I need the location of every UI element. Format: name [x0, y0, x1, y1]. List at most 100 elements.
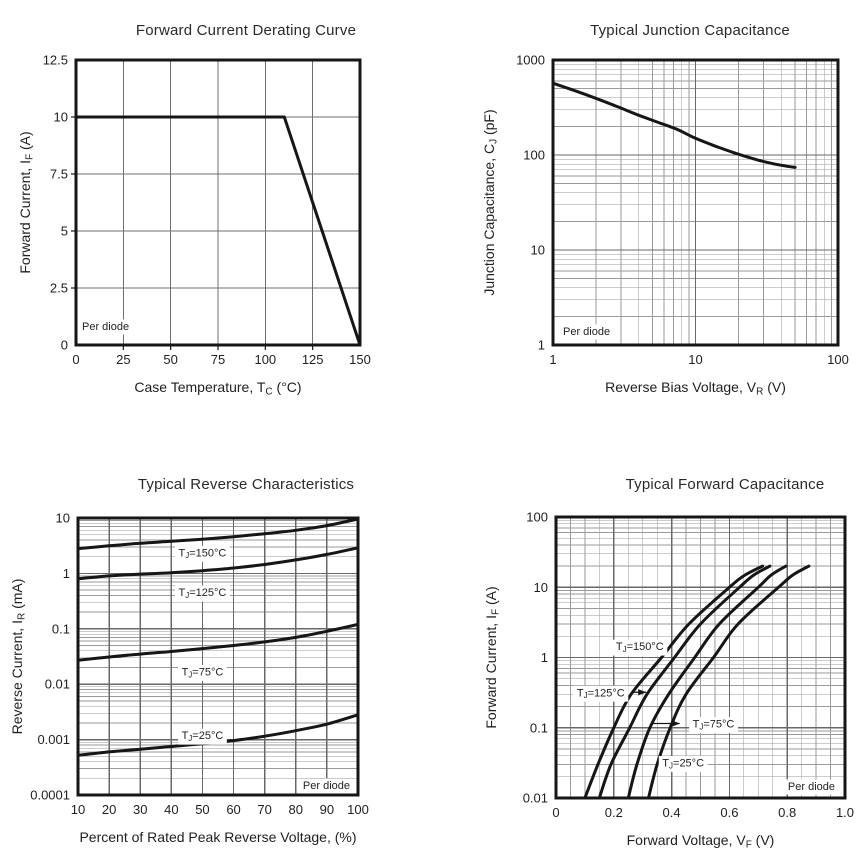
curve-tj-75-c [76, 622, 360, 662]
chart-cell-junction-capacitance: Typical Junction Capacitance Per diode 1 1… [430, 0, 860, 440]
x-tick-label: 75 [211, 352, 225, 367]
plot-border [554, 515, 847, 800]
x-tick-label: 0.2 [605, 805, 623, 820]
annotation-box [175, 585, 230, 602]
major-grid [78, 518, 358, 795]
annotation-box [175, 545, 230, 562]
x-tick-label: 1 [549, 352, 556, 367]
y-tick-label: 10 [534, 580, 548, 595]
x-tick-label: 0.6 [720, 805, 738, 820]
x-tick-label: 0.4 [663, 805, 681, 820]
annotation-label: TJ=125°C [577, 687, 625, 700]
annotations: Per diode [78, 319, 133, 335]
y-axis-title: Forward Current, IF (A) [483, 586, 501, 728]
x-tick-label: 125 [302, 352, 324, 367]
y-tick-label: 1 [538, 338, 545, 353]
x-tick-label: 80 [289, 802, 303, 817]
plot-border [551, 58, 840, 347]
x-tick-label: 50 [163, 352, 177, 367]
y-tick-label: 1000 [516, 53, 545, 68]
y-tick-label: 1 [63, 566, 70, 581]
y-tick-label: 0.001 [37, 732, 70, 747]
y-tick-label: 7.5 [50, 167, 68, 182]
x-tick-label: 10 [688, 352, 702, 367]
annotation-box [299, 778, 354, 794]
curve-if-max-vs-tc [74, 115, 362, 347]
x-tick-label: 40 [164, 802, 178, 817]
x-axis-title: Forward Voltage, VF (V) [627, 832, 775, 850]
y-tick-label: 12.5 [43, 53, 68, 68]
y-tick-label: 0.0001 [30, 788, 70, 803]
tick-labels: 1 10 100 1000 100 10 1 Reverse Bias Voltage, VR… [481, 53, 849, 398]
series-curves [74, 115, 362, 347]
annotation-box [689, 716, 738, 733]
y-tick-label: 10 [531, 243, 545, 258]
chart-title-junction-capacitance: Typical Junction Capacitance [590, 22, 790, 40]
annotation-label: Per diode [303, 780, 350, 792]
x-tick-label: 30 [133, 802, 147, 817]
chart-cell-forward-derating: Forward Current Derating Curve Per diode… [0, 0, 430, 440]
curve-tj-150-c [583, 564, 765, 800]
y-tick-label: 100 [523, 148, 545, 163]
y-tick-label: 1 [541, 650, 548, 665]
x-tick-label: 70 [257, 802, 271, 817]
annotation-box [658, 756, 708, 772]
x-tick-label: 50 [195, 802, 209, 817]
tick-labels: 0 0.2 0.4 0.6 0.8 1.0 100 10 1 0.1 0.01 Forward Vol… [483, 510, 854, 851]
x-tick-label: 10 [71, 802, 85, 817]
curve-tj-75-c [626, 564, 788, 800]
chart-cell-reverse-characteristics: Typical Reverse Characteristics TJ=150°C… [0, 440, 430, 863]
annotation-label: TJ=75°C [182, 666, 224, 679]
tick-labels: 10 20 30 40 50 60 70 80 90 100 10 1 0.1 0.01 0.001 0.00… [9, 511, 369, 846]
annotations: Per diode [559, 324, 614, 340]
series-curves [551, 81, 797, 169]
x-tick-label: 100 [347, 802, 369, 817]
arrowhead [638, 689, 647, 696]
x-tick-label: 25 [116, 352, 130, 367]
y-axis-title: Reverse Current, IR (mA) [9, 579, 27, 735]
chart-title-forward-derating: Forward Current Derating Curve [135, 22, 357, 40]
y-axis-title: Forward Current, IF (A) [17, 131, 35, 273]
annotation-box [178, 664, 227, 681]
x-tick-label: 150 [349, 352, 371, 367]
annotation-label: TJ=150°C [179, 547, 227, 560]
series-curves [583, 564, 811, 800]
y-tick-label: 5 [61, 224, 68, 239]
chart-title-forward-capacitance: Typical Forward Capacitance [625, 476, 825, 494]
annotation-box [178, 728, 227, 745]
curve-tj-125-c [597, 564, 772, 800]
annotation-label: Per diode [563, 326, 610, 338]
x-tick-label: 60 [226, 802, 240, 817]
y-tick-label: 0.1 [530, 720, 548, 735]
annotation-box [78, 319, 133, 335]
y-tick-label: 10 [54, 110, 68, 125]
x-tick-label: 0 [552, 805, 559, 820]
annotation-label: TJ=75°C [693, 718, 735, 731]
annotation-label: TJ=25°C [662, 758, 704, 771]
annotation-box [784, 779, 839, 795]
y-tick-label: 0.01 [523, 791, 548, 806]
x-tick-label: 1.0 [836, 805, 854, 820]
y-tick-label: 0 [61, 338, 68, 353]
x-tick-label: 0.8 [778, 805, 796, 820]
chart-cell-forward-capacitance: Typical Forward Capacitance TJ=150°C TJ=1… [430, 440, 860, 863]
x-axis-title: Reverse Bias Voltage, VR (V) [605, 379, 786, 397]
x-tick-label: 0 [72, 352, 79, 367]
major-grid [76, 60, 360, 345]
chart-title-reverse-characteristics: Typical Reverse Characteristics [137, 476, 355, 494]
major-grid [553, 60, 838, 345]
annotation-label: Per diode [788, 781, 835, 793]
arrowhead [671, 720, 680, 727]
forward-current-derating-chart: Per diode 0 25 50 75 100 125 150 0 2.5 5 7.5 10 12.5 C… [17, 53, 371, 398]
y-tick-label: 0.01 [45, 677, 70, 692]
annotations: TJ=150°C TJ=125°C TJ=75°C TJ=25°C Per diode [175, 545, 354, 794]
plot-border [76, 516, 360, 797]
y-axis-title: Junction Capacitance, CJ (pF) [481, 109, 499, 295]
annotation-label: Per diode [82, 321, 129, 333]
curve-cj-vs-vr [551, 81, 797, 169]
annotation-label: TJ=150°C [616, 641, 664, 654]
curve-tj-25-c [647, 564, 811, 800]
x-tick-label: 100 [827, 352, 849, 367]
